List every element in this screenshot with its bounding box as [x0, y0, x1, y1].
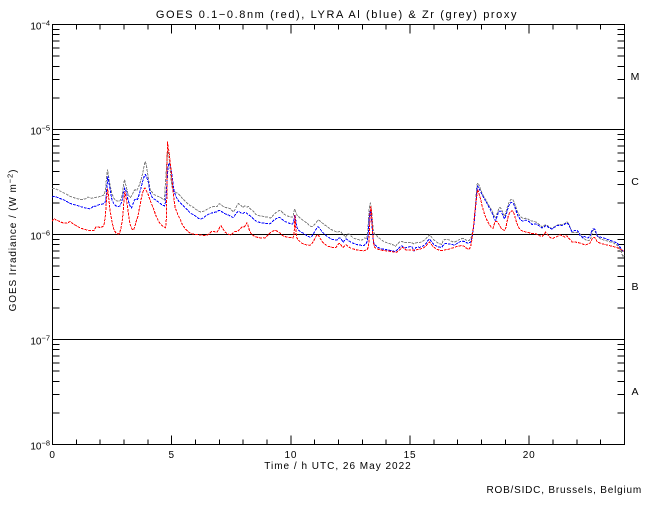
svg-text:15: 15 [404, 450, 417, 461]
svg-text:ROB/SIDC, Brussels, Belgium: ROB/SIDC, Brussels, Belgium [486, 485, 642, 496]
svg-text:Time / h UTC, 26 May 2022: Time / h UTC, 26 May 2022 [264, 461, 411, 472]
svg-text:B: B [631, 281, 638, 293]
svg-text:C: C [631, 176, 639, 188]
svg-text:GOES Irradiance / (W m−2): GOES Irradiance / (W m−2) [6, 169, 20, 312]
svg-text:M: M [631, 71, 640, 83]
svg-text:5: 5 [168, 450, 174, 461]
svg-text:GOES 0.1−0.8nm (red), LYRA Al: GOES 0.1−0.8nm (red), LYRA Al (blue) & Z… [156, 9, 518, 21]
svg-text:10: 10 [284, 450, 297, 461]
svg-text:20: 20 [523, 450, 536, 461]
svg-text:A: A [631, 386, 638, 398]
svg-text:0: 0 [49, 450, 55, 461]
